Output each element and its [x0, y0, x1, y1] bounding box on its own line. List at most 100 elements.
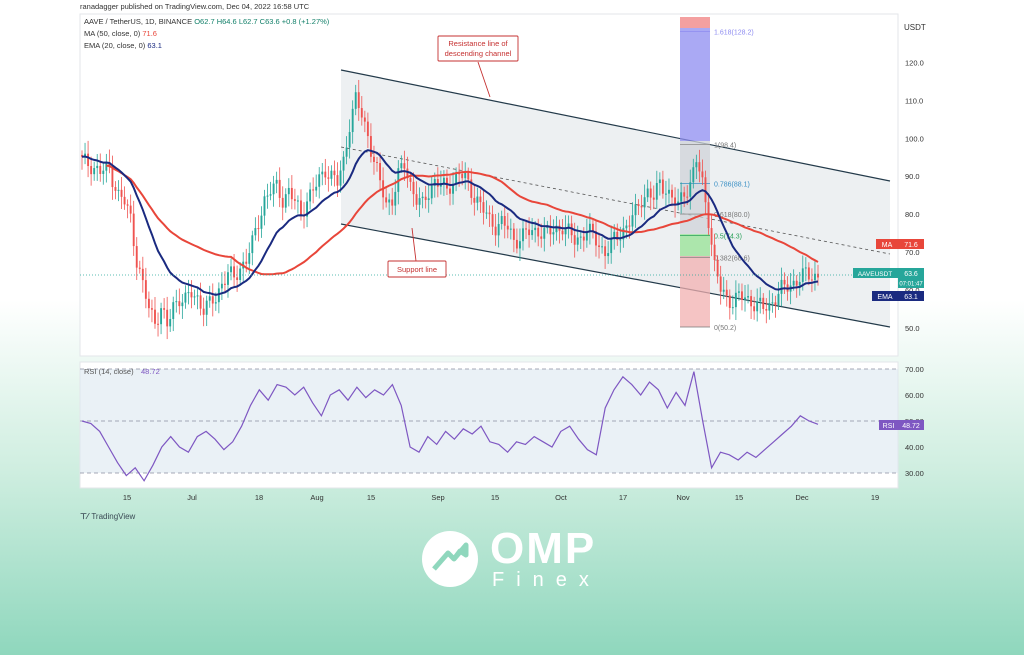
candle-body: [728, 295, 731, 308]
candle-body: [266, 195, 269, 197]
candle-body: [649, 188, 652, 198]
candle-body: [300, 200, 302, 215]
candle-body: [442, 177, 445, 184]
fib-zone-red: [680, 17, 710, 28]
support-line: [340, 223, 891, 328]
candle-body: [376, 161, 378, 164]
candle-body: [467, 172, 470, 180]
candle-body: [333, 170, 336, 176]
candle-body: [528, 229, 531, 236]
candle-body: [795, 280, 798, 286]
brand-logo: OMP Finex: [420, 527, 601, 591]
fib-zone-green: [680, 234, 710, 256]
ma-legend[interactable]: MA (50, close, 0) 71.6: [84, 29, 157, 38]
ma50-line: [106, 164, 819, 276]
ema-legend[interactable]: EMA (20, close, 0) 63.1: [84, 41, 162, 50]
ema20-line: [81, 149, 819, 296]
symbol-text: AAVE / TetherUS, 1D, BINANCE: [84, 17, 193, 26]
candle-body: [233, 266, 236, 278]
candle-body: [172, 302, 175, 320]
candle-body: [363, 117, 366, 122]
candle-body: [254, 228, 257, 236]
fib-level-label: 0.618(80.0): [714, 212, 750, 219]
candle-body: [519, 241, 521, 249]
annotation-resistance-line2: descending channel: [445, 49, 512, 58]
candle-body: [613, 231, 616, 238]
candle-body: [373, 156, 375, 162]
candle-body: [595, 231, 597, 246]
candle-body: [622, 228, 625, 240]
candle-body: [449, 188, 451, 194]
fib-level-label: 0(50.2): [714, 325, 736, 332]
candle-body: [628, 225, 631, 227]
candle-body: [330, 170, 333, 179]
candle-body: [327, 177, 330, 179]
candle-body: [616, 231, 619, 240]
candle-body: [208, 296, 211, 301]
candle-body: [804, 267, 807, 269]
candle-body: [132, 213, 135, 247]
candle-body: [683, 192, 686, 197]
candle-body: [160, 308, 163, 325]
fib-zone-rose: [680, 256, 710, 327]
candle-body: [272, 183, 275, 195]
candle-body: [549, 225, 552, 235]
tradingview-footer[interactable]: ⊤⁄ TradingView: [80, 512, 135, 521]
candle-body: [817, 273, 819, 278]
candle-body: [601, 246, 604, 248]
candle-body: [604, 246, 607, 257]
candle-body: [540, 236, 543, 239]
candle-body: [406, 168, 409, 179]
candle-body: [154, 309, 156, 324]
candle-body: [753, 306, 756, 312]
candle-body: [771, 302, 774, 304]
x-tick-label: Oct: [555, 493, 568, 502]
candle-body: [220, 283, 223, 289]
candle-body: [783, 279, 786, 285]
candle-body: [640, 206, 643, 208]
candle-body: [814, 273, 816, 281]
candle-body: [163, 308, 166, 310]
candle-body: [421, 196, 424, 199]
candle-body: [196, 295, 199, 297]
candle-body: [747, 296, 749, 298]
x-tick-label: 15: [735, 493, 743, 502]
ohlc-text: O62.7 H64.6 L62.7 C63.6 +0.8 (+1.27%): [194, 17, 330, 26]
candle-body: [455, 173, 458, 184]
candle-body: [686, 196, 689, 198]
brand-sub: Finex: [492, 569, 601, 591]
candle-body: [664, 193, 667, 195]
y-tick-label: 80.0: [905, 210, 920, 219]
candle-body: [482, 202, 485, 213]
candle-body: [290, 187, 293, 200]
candle-body: [658, 179, 661, 183]
ma-legend-value: 71.6: [142, 29, 157, 38]
candle-body: [713, 244, 716, 261]
candle-body: [296, 200, 299, 202]
published-text: ranadagger published on TradingView.com,…: [80, 2, 310, 11]
candle-body: [430, 185, 433, 199]
candle-body: [409, 178, 412, 182]
candle-body: [680, 192, 683, 202]
fib-zone-purple: [680, 28, 710, 141]
candle-body: [588, 223, 591, 232]
candle-body: [555, 225, 558, 233]
candle-body: [199, 295, 202, 309]
candle-body: [348, 132, 351, 148]
candle-body: [525, 228, 527, 230]
candle-body: [369, 136, 372, 157]
x-tick-label: 15: [367, 493, 375, 502]
rsi-line: [81, 371, 819, 482]
candle-body: [366, 121, 369, 137]
x-tick-label: Sep: [431, 493, 444, 502]
candle-body: [731, 307, 734, 309]
candle-body: [111, 167, 114, 188]
candle-body: [756, 301, 759, 312]
candle-body: [741, 291, 743, 300]
candle-body: [318, 174, 321, 187]
candle-body: [278, 179, 281, 198]
candle-body: [494, 226, 497, 236]
candle-body: [655, 182, 658, 200]
candle-body: [485, 212, 488, 214]
annotation-support: Support line: [387, 227, 447, 278]
